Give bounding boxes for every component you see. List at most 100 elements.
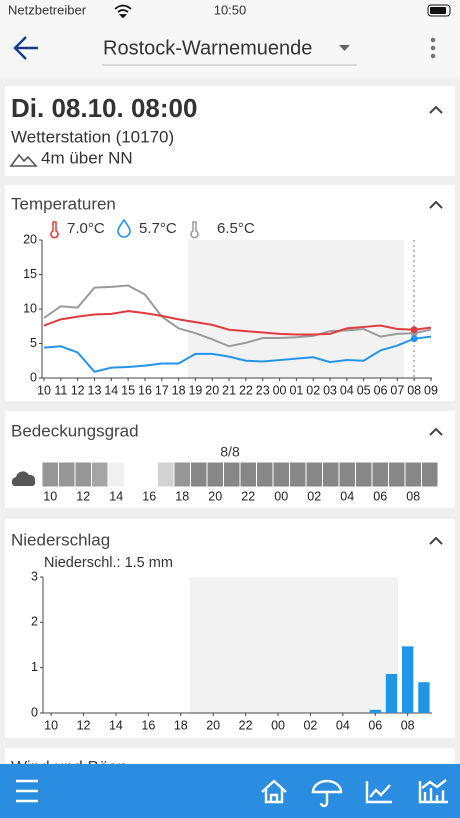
battery: [427, 4, 451, 17]
x-tick-label: 18: [172, 383, 186, 397]
x-tick-label: 04: [336, 718, 350, 732]
y-tick-label: 3: [31, 569, 38, 583]
cloud-cell: [322, 461, 340, 488]
thermometer-icon: [50, 221, 59, 239]
cloud-cell: [404, 461, 422, 488]
x-tick-label: 11: [54, 383, 67, 397]
x-tick-label: 12: [71, 383, 85, 397]
y-tick-label: 0: [31, 705, 38, 719]
x-tick-label: 20: [205, 383, 219, 397]
x-tick-label: 17: [155, 383, 169, 397]
cloud-cell: [58, 461, 76, 488]
y-tick-label: 2: [31, 615, 38, 629]
x-tick-label: 05: [357, 383, 371, 397]
x-tick-label: 08: [401, 718, 415, 732]
x-tick-label: 20: [208, 489, 222, 503]
x-tick-label: 16: [141, 718, 155, 732]
x-tick-label: 00: [274, 489, 288, 503]
x-tick-label: 21: [222, 383, 236, 397]
back-button[interactable]: [13, 36, 38, 60]
line-series: [43, 284, 432, 348]
current-marker: [410, 335, 418, 343]
x-tick-label: 08: [407, 383, 421, 397]
y-tick-label: 0: [30, 370, 37, 384]
battery-level: [430, 7, 446, 14]
bar: [385, 674, 398, 713]
collapse-icons[interactable]: [429, 105, 443, 545]
y-tick-label: 5: [30, 336, 37, 350]
night-shading: [188, 240, 404, 378]
x-tick-label: 07: [390, 383, 404, 397]
x-tick-label: 14: [109, 718, 123, 732]
section-title: Bedeckungsgrad: [11, 421, 139, 440]
legend-entry: 5.7°C: [139, 220, 177, 237]
cloud-cell: [223, 461, 241, 488]
x-tick-label: 12: [77, 718, 91, 732]
precip-annotation: Niederschl.: 1.5 mm: [44, 555, 173, 571]
bar: [402, 646, 414, 713]
x-tick-label: 09: [424, 383, 438, 397]
nav-home[interactable]: [261, 779, 287, 804]
x-tick-label: 14: [109, 489, 123, 503]
x-tick-label: 04: [340, 489, 354, 503]
location-select[interactable]: Rostock-Warnemuende: [103, 37, 312, 59]
y-tick-label: 20: [23, 232, 37, 246]
cloud-cell: [173, 461, 191, 488]
cloud-cell: [272, 461, 290, 488]
legend-entry: 6.5°C: [217, 220, 255, 237]
cloud-card: [5, 411, 455, 508]
x-tick-label: 15: [121, 383, 135, 397]
x-tick-label: 10: [37, 383, 51, 397]
cloud-cell: [91, 461, 109, 488]
cloud-cell: [41, 461, 59, 488]
nav-umbrella[interactable]: [311, 779, 343, 808]
cloud-cell: [421, 461, 439, 488]
line-series: [43, 310, 432, 336]
x-tick-label: 00: [271, 718, 285, 732]
bar: [418, 682, 430, 713]
x-tick-label: 02: [306, 383, 320, 397]
x-tick-label: 10: [44, 718, 58, 732]
x-tick-label: 04: [340, 383, 354, 397]
x-tick-label: 18: [174, 718, 188, 732]
x-tick-label: 22: [241, 489, 255, 503]
x-tick-label: 13: [88, 383, 102, 397]
dropdown-arrow[interactable]: [339, 45, 350, 51]
cloud-cell: [74, 461, 92, 488]
menu-button[interactable]: [430, 37, 436, 59]
cloud-icon: [11, 471, 36, 486]
current-marker: [410, 326, 418, 334]
x-tick-label: 08: [406, 489, 420, 503]
night-shading: [190, 577, 398, 713]
x-tick-label: 02: [307, 489, 321, 503]
x-tick-label: 03: [323, 383, 337, 397]
x-tick-label: 22: [239, 718, 253, 732]
bar: [369, 709, 381, 713]
cloud-cell: [305, 461, 323, 488]
mountain-icon: [9, 153, 38, 167]
x-tick-label: 18: [175, 489, 189, 503]
x-tick-label: 02: [303, 718, 317, 732]
x-tick-label: 20: [206, 718, 220, 732]
observation-time: Di. 08.10. 08:00: [11, 93, 197, 123]
wifi-icon: [114, 4, 132, 19]
bottom-nav: [0, 764, 460, 818]
cloud-cell: [388, 461, 406, 488]
x-tick-label: 23: [256, 383, 270, 397]
cloud-cell: [124, 461, 142, 488]
cloud-cell: [157, 461, 175, 488]
cloud-cell: [371, 461, 389, 488]
x-tick-label: 00: [273, 383, 287, 397]
x-tick-label: 16: [142, 489, 156, 503]
cloud-cell: [239, 461, 257, 488]
station-name: Wetterstation (10170): [11, 127, 174, 146]
legend-entry: 7.0°C: [67, 220, 105, 237]
nav-charts[interactable]: [418, 779, 448, 804]
status-bar: [0, 0, 460, 22]
x-tick-label: 22: [239, 383, 253, 397]
x-tick-label: 19: [188, 383, 202, 397]
nav-menu[interactable]: [16, 779, 38, 803]
nav-trend[interactable]: [365, 781, 392, 804]
line-series: [43, 335, 432, 373]
x-tick-label: 06: [373, 489, 387, 503]
